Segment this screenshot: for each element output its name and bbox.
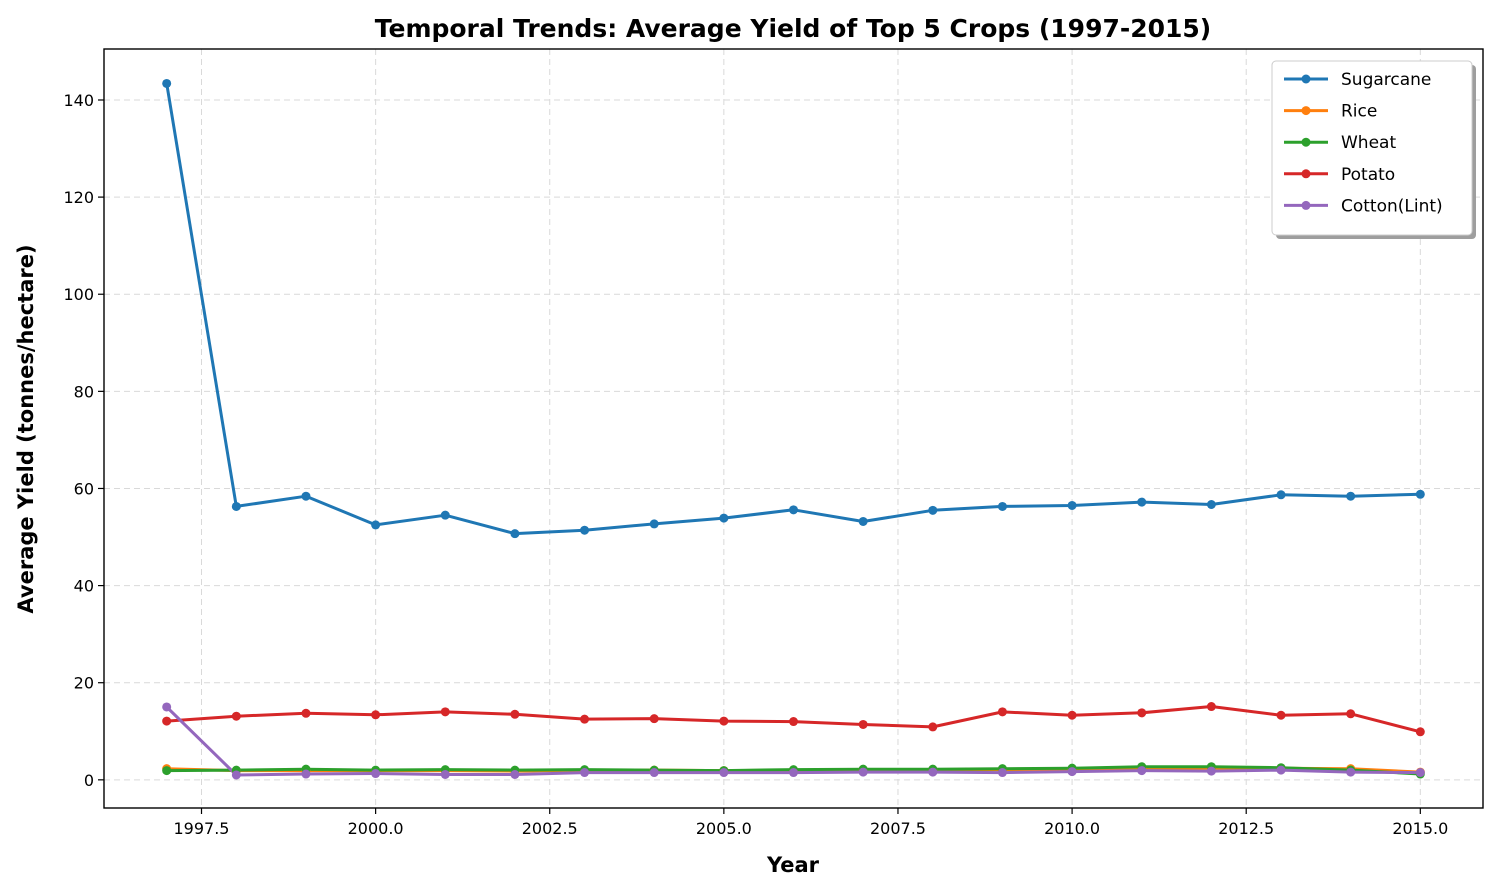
data-point-potato [1415, 727, 1425, 737]
data-point-potato [440, 707, 450, 717]
data-point-sugarcane [1206, 499, 1216, 509]
y-tick-label: 140 [63, 91, 94, 110]
data-point-sugarcane [1346, 491, 1356, 501]
y-tick-label: 40 [74, 577, 94, 596]
y-tick-label: 120 [63, 188, 94, 207]
data-point-sugarcane [789, 505, 798, 515]
data-point-cotton-lint [997, 768, 1007, 778]
x-tick-label: 1997.5 [174, 819, 230, 838]
data-point-potato [1276, 710, 1286, 720]
data-point-potato [301, 708, 311, 718]
data-point-potato [371, 710, 381, 720]
data-point-potato [928, 722, 938, 732]
data-point-wheat [162, 766, 172, 776]
y-axis-label: Average Yield (tonnes/hectare) [14, 244, 38, 613]
y-tick-label: 100 [63, 285, 94, 304]
data-point-sugarcane [719, 513, 729, 523]
data-point-potato [510, 709, 520, 719]
data-point-cotton-lint [510, 769, 520, 779]
data-point-sugarcane [928, 505, 938, 515]
data-point-cotton-lint [1276, 765, 1286, 775]
data-point-cotton-lint [371, 769, 381, 779]
data-point-potato [1206, 702, 1216, 712]
x-tick-label: 2010.0 [1044, 819, 1100, 838]
data-point-cotton-lint [1346, 767, 1356, 777]
data-point-sugarcane [997, 501, 1007, 511]
data-point-cotton-lint [719, 768, 729, 778]
legend-label: Sugarcane [1341, 70, 1431, 90]
data-point-cotton-lint [1206, 766, 1216, 776]
data-point-potato [858, 719, 868, 729]
data-point-sugarcane [301, 491, 311, 501]
data-point-sugarcane [231, 501, 241, 511]
x-tick-label: 2007.5 [870, 819, 926, 838]
data-point-potato [789, 717, 798, 727]
x-tick-label: 2002.5 [522, 819, 578, 838]
legend-marker [1301, 137, 1311, 147]
y-tick-label: 60 [74, 479, 94, 498]
data-point-sugarcane [580, 525, 590, 535]
data-point-cotton-lint [1415, 768, 1425, 778]
data-point-potato [997, 707, 1007, 717]
data-point-cotton-lint [162, 702, 172, 712]
x-axis-label: Year [766, 853, 820, 877]
data-point-potato [719, 716, 729, 726]
data-point-sugarcane [1415, 489, 1425, 499]
data-point-sugarcane [510, 529, 520, 539]
data-point-cotton-lint [580, 768, 590, 778]
data-point-cotton-lint [301, 769, 311, 779]
legend-label: Cotton(Lint) [1341, 196, 1443, 216]
data-point-sugarcane [649, 519, 659, 529]
data-point-sugarcane [371, 520, 381, 530]
y-axis-ticks: 0 20 40 60 80 100 120 140 [63, 91, 104, 790]
data-point-sugarcane [1067, 500, 1077, 510]
data-point-potato [162, 716, 172, 726]
chart-title: Temporal Trends: Average Yield of Top 5 … [375, 14, 1212, 43]
legend-label: Rice [1341, 102, 1377, 122]
data-point-cotton-lint [928, 767, 938, 777]
data-point-cotton-lint [1067, 767, 1077, 777]
legend-box [1271, 60, 1473, 236]
data-point-potato [231, 711, 241, 721]
data-point-sugarcane [162, 78, 172, 88]
legend-label: Potato [1341, 165, 1395, 185]
data-point-potato [1137, 708, 1147, 718]
legend-marker [1301, 200, 1311, 210]
data-point-potato [1346, 709, 1356, 719]
x-axis-ticks: 1997.5 2000.0 2002.5 2005.0 2007.5 2010.0 2012… [174, 808, 1448, 838]
y-tick-label: 20 [74, 674, 94, 693]
data-point-sugarcane [1137, 497, 1147, 507]
x-tick-label: 2005.0 [696, 819, 752, 838]
x-tick-label: 2000.0 [348, 819, 404, 838]
data-point-sugarcane [858, 516, 868, 526]
series-lines [165, 83, 1421, 777]
data-point-sugarcane [1276, 490, 1286, 500]
data-point-cotton-lint [1137, 766, 1147, 776]
data-point-potato [580, 714, 590, 724]
data-point-potato [649, 714, 659, 724]
data-point-cotton-lint [858, 767, 868, 777]
legend-marker [1301, 169, 1311, 179]
legend-marker [1301, 74, 1311, 84]
data-point-cotton-lint [789, 768, 798, 778]
data-point-cotton-lint [649, 768, 659, 778]
series-markers [162, 78, 1425, 780]
x-tick-label: 2012.5 [1218, 819, 1274, 838]
x-tick-label: 2015.0 [1392, 819, 1448, 838]
data-point-cotton-lint [440, 769, 450, 779]
y-tick-label: 80 [74, 382, 94, 401]
legend-marker [1301, 106, 1311, 116]
data-point-cotton-lint [231, 770, 241, 780]
legend: Sugarcane Rice Wheat Potato Cotton(Lint) [1271, 60, 1476, 239]
data-point-sugarcane [440, 510, 450, 520]
series-line-sugarcane [165, 83, 1421, 536]
legend-label: Wheat [1341, 133, 1396, 153]
y-tick-label: 0 [84, 771, 94, 790]
data-point-potato [1067, 710, 1077, 720]
gridlines [104, 49, 1483, 808]
plot-frame [103, 48, 1484, 809]
